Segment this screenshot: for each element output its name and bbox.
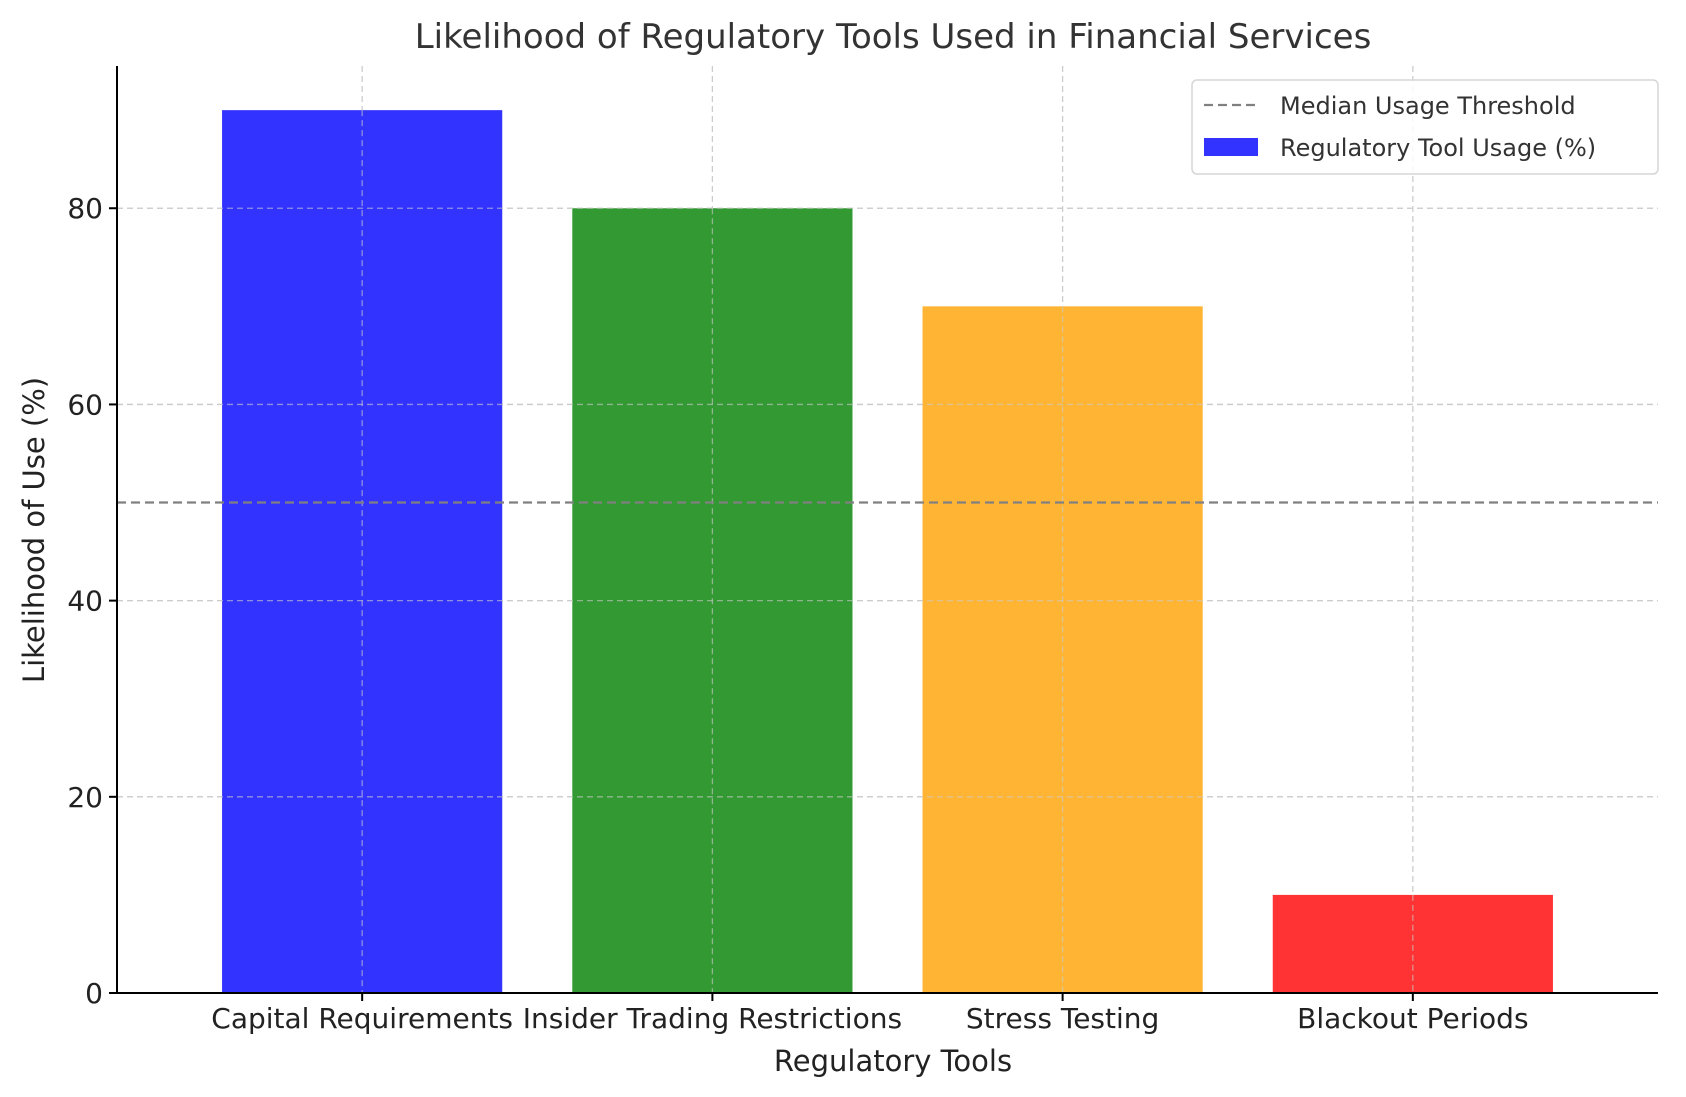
x-tick-label-1: Insider Trading Restrictions bbox=[523, 1002, 902, 1035]
y-tick-label-2: 40 bbox=[67, 585, 103, 618]
x-tick-label-3: Blackout Periods bbox=[1297, 1002, 1528, 1035]
y-axis-label: Likelihood of Use (%) bbox=[17, 377, 51, 683]
bars bbox=[222, 110, 1553, 993]
x-axis-label: Regulatory Tools bbox=[774, 1044, 1012, 1078]
y-tick-label-4: 80 bbox=[67, 192, 103, 225]
chart-title: Likelihood of Regulatory Tools Used in F… bbox=[415, 17, 1372, 57]
legend-label-1: Regulatory Tool Usage (%) bbox=[1280, 134, 1596, 162]
x-tick-label-2: Stress Testing bbox=[966, 1002, 1159, 1035]
y-tick-label-1: 20 bbox=[67, 781, 103, 814]
legend: Median Usage Threshold Regulatory Tool Us… bbox=[1191, 79, 1659, 175]
x-tick-label-0: Capital Requirements bbox=[211, 1002, 513, 1035]
threshold-layer bbox=[117, 110, 1658, 993]
legend-label-0: Median Usage Threshold bbox=[1280, 92, 1576, 120]
y-tick-label-0: 0 bbox=[85, 977, 103, 1010]
axes: 0 20 40 60 80 Capital Requirements Insider Tra… bbox=[67, 66, 1658, 1035]
legend-usage-swatch bbox=[1204, 138, 1258, 156]
legend-box bbox=[1191, 79, 1659, 175]
y-tick-label-3: 60 bbox=[67, 388, 103, 421]
